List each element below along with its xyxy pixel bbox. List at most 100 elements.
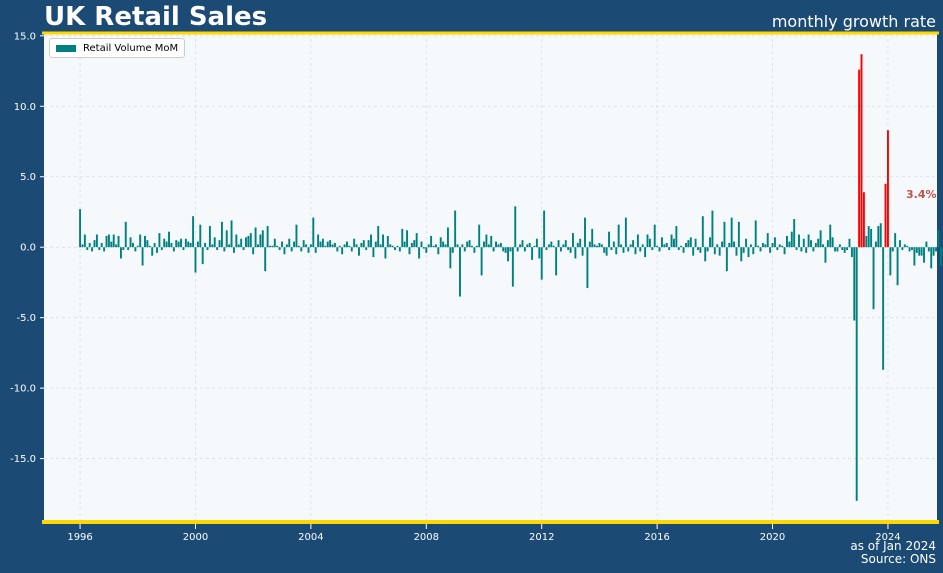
bar — [521, 240, 524, 248]
footer-source: Source: ONS — [860, 552, 936, 566]
bar — [927, 247, 930, 252]
x-tick-label: 2000 — [183, 532, 208, 543]
bar — [103, 247, 106, 252]
bar — [882, 247, 885, 370]
bar — [906, 245, 909, 248]
bar — [499, 242, 502, 248]
bar — [706, 247, 709, 252]
bar — [528, 242, 531, 248]
bar — [721, 241, 724, 248]
bar — [232, 247, 235, 253]
bar — [497, 244, 500, 248]
bar — [596, 245, 598, 248]
bar — [761, 242, 764, 248]
bar — [783, 247, 786, 255]
bar — [242, 247, 245, 251]
bar — [538, 247, 541, 259]
bar — [740, 247, 743, 262]
bar — [134, 247, 137, 252]
bar — [519, 244, 522, 248]
bar — [713, 247, 716, 255]
bar — [194, 247, 197, 273]
bar — [867, 226, 870, 248]
bar — [338, 245, 341, 248]
bar — [939, 247, 942, 266]
bar — [384, 247, 387, 259]
bar — [547, 244, 550, 248]
bar — [95, 234, 98, 248]
bar — [355, 244, 358, 248]
bar — [324, 245, 327, 248]
bar — [850, 247, 853, 258]
bar — [165, 241, 168, 248]
bar — [771, 242, 774, 248]
bar — [228, 244, 231, 248]
plot-area — [44, 33, 937, 523]
bar — [622, 247, 625, 253]
bar — [937, 230, 940, 248]
bar — [877, 226, 880, 248]
bar — [514, 206, 517, 248]
bar — [745, 238, 748, 248]
bar — [389, 244, 392, 248]
bar — [757, 245, 760, 248]
bar — [526, 244, 529, 248]
bar — [230, 220, 233, 248]
bar — [276, 245, 279, 248]
bar — [329, 240, 332, 248]
bar — [81, 244, 84, 248]
x-tick-label: 2016 — [644, 532, 669, 543]
bar — [168, 231, 170, 248]
bar — [557, 240, 560, 248]
chart-title: UK Retail Sales — [44, 2, 268, 32]
bar — [343, 244, 346, 248]
y-tick-label: 0.0 — [20, 243, 36, 254]
bar — [189, 242, 192, 248]
bar — [278, 247, 281, 251]
bar — [297, 245, 300, 248]
bar — [935, 247, 937, 252]
bar — [365, 247, 368, 251]
bar — [807, 234, 810, 248]
bar — [257, 244, 259, 248]
bar — [704, 247, 707, 262]
bar — [208, 226, 211, 248]
bar — [855, 247, 858, 501]
bar — [889, 247, 892, 276]
bar — [136, 245, 139, 248]
bar — [478, 224, 481, 248]
bar — [483, 241, 485, 248]
bar — [660, 237, 663, 248]
bar — [151, 247, 154, 256]
bar — [321, 238, 324, 248]
bar — [766, 233, 769, 248]
bar — [555, 247, 558, 276]
bar — [362, 240, 365, 248]
bar — [184, 238, 187, 248]
bar — [716, 244, 719, 248]
bar — [247, 235, 250, 248]
bar — [915, 247, 918, 253]
bar — [778, 244, 781, 248]
bar — [675, 226, 678, 248]
bar — [752, 247, 755, 255]
bar — [302, 240, 305, 248]
bar — [567, 247, 570, 251]
bar — [112, 234, 115, 248]
bar — [348, 245, 351, 248]
bar — [918, 247, 921, 256]
bar — [475, 245, 478, 248]
bar — [699, 247, 702, 253]
bar — [665, 242, 668, 248]
bar — [879, 223, 882, 248]
bar — [725, 247, 728, 272]
bar — [932, 247, 935, 256]
bar — [374, 241, 377, 248]
bar — [629, 244, 632, 248]
bar — [79, 209, 82, 248]
bar — [172, 247, 175, 252]
bar — [543, 210, 546, 248]
bar — [117, 235, 120, 248]
bar — [451, 247, 454, 253]
